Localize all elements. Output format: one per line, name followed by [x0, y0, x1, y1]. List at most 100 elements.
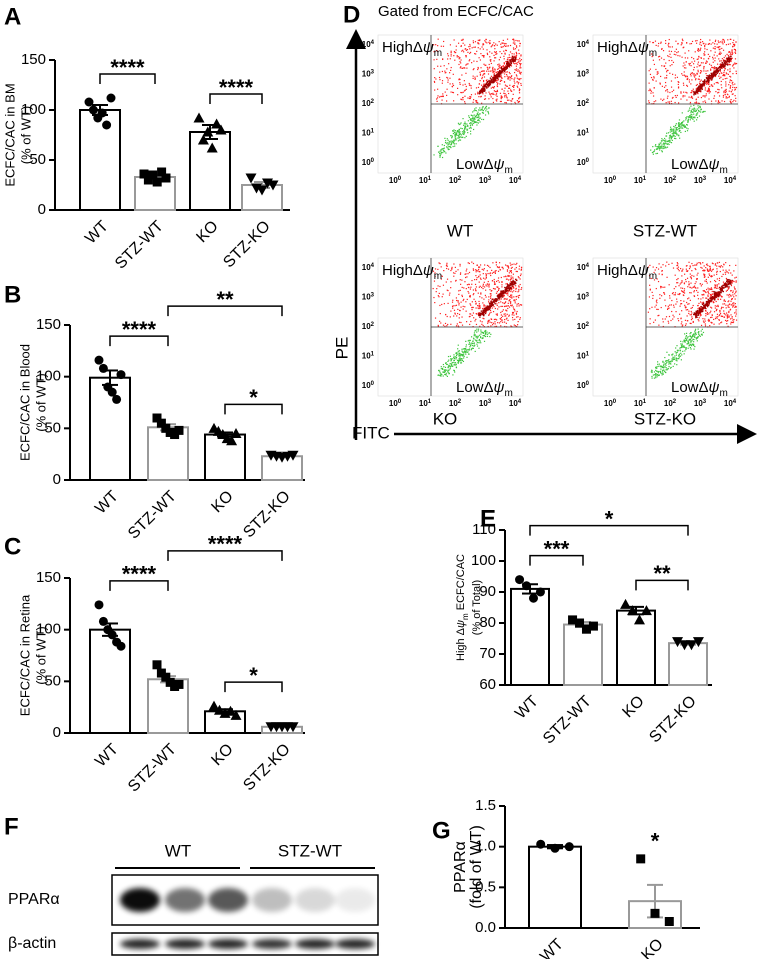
flow-dot: [690, 96, 692, 99]
flow-dot: [730, 55, 732, 58]
y-tick-label: 104: [362, 40, 375, 50]
flow-dot: [676, 262, 678, 264]
flow-dot: [690, 116, 692, 118]
flow-dot: [717, 295, 720, 298]
flow-dot: [500, 73, 502, 75]
flow-dot: [447, 148, 449, 150]
gate-label-part: ψ: [423, 39, 434, 56]
flow-dot: [461, 358, 463, 360]
flow-dot: [695, 78, 697, 80]
flow-dot: [710, 316, 712, 319]
flow-dot: [700, 314, 702, 316]
flow-dot: [693, 336, 696, 338]
flow-dot: [655, 366, 657, 368]
flow-dot: [719, 101, 721, 104]
flow-dot: [520, 288, 522, 291]
flow-dot: [716, 55, 718, 57]
flow-dot: [452, 130, 454, 133]
flow-dot: [716, 70, 718, 73]
flow-dot: [720, 52, 722, 54]
flow-dot: [721, 40, 723, 42]
flow-dot: [709, 295, 712, 297]
flow-dot: [723, 66, 726, 68]
flow-dot: [706, 304, 708, 306]
flow-dot: [455, 325, 458, 327]
flow-dot: [462, 354, 464, 356]
flow-dot: [732, 280, 734, 282]
flow-dot: [475, 323, 478, 326]
flow-dot: [500, 66, 503, 68]
flow-dot: [718, 66, 720, 69]
flow-dot: [459, 359, 461, 361]
flow-dot: [482, 273, 484, 275]
flow-dot: [715, 90, 717, 93]
flow-dot: [693, 286, 695, 288]
tick-exponent: 2: [673, 176, 677, 182]
flow-dot: [686, 85, 689, 87]
flow-dot: [507, 287, 510, 290]
flow-dot: [458, 128, 460, 131]
flow-dot: [733, 302, 735, 304]
flow-dot: [686, 84, 688, 87]
flow-dot: [520, 67, 522, 69]
flow-dot: [724, 78, 726, 80]
flow-dot: [489, 56, 491, 58]
flow-dot: [497, 277, 500, 279]
flow-dot: [697, 89, 700, 92]
flow-dot: [680, 299, 682, 302]
flow-dot: [506, 284, 509, 286]
flow-dot: [448, 294, 451, 296]
flow-dot: [692, 73, 694, 75]
flow-dot: [508, 62, 511, 64]
flow-dot: [681, 270, 683, 272]
flow-dot: [505, 94, 507, 96]
flow-dot: [698, 115, 701, 117]
flow-dot: [506, 60, 509, 63]
flow-dot: [713, 318, 715, 321]
flow-dot: [726, 59, 728, 62]
flow-dot: [704, 101, 707, 104]
flow-dot: [510, 100, 512, 102]
flow-dot: [696, 278, 698, 280]
flow-dot: [714, 297, 716, 299]
flow-dot: [727, 315, 729, 317]
flow-dot: [703, 42, 705, 44]
flow-dot: [493, 87, 495, 89]
tick-exponent: 2: [586, 99, 590, 105]
flow-dot: [723, 90, 725, 92]
flow-dot: [478, 347, 480, 349]
flow-dot: [667, 91, 669, 93]
flow-dot: [475, 302, 477, 304]
flow-dot: [495, 313, 497, 315]
flow-dot: [713, 66, 716, 68]
flow-dot: [488, 306, 490, 308]
data-point: [98, 616, 108, 626]
flow-dot: [664, 318, 666, 320]
data-point: [633, 614, 645, 625]
flow-dot: [690, 117, 692, 119]
flow-dot: [474, 344, 476, 346]
flow-dot: [506, 63, 508, 65]
flow-dot: [699, 105, 701, 107]
flow-dot: [727, 314, 729, 316]
flow-dot: [464, 347, 467, 350]
flow-dot: [657, 372, 659, 374]
flow-dot: [485, 309, 488, 312]
flow-dot: [454, 356, 456, 358]
flow-dot: [718, 279, 720, 282]
flow-dot: [446, 100, 448, 102]
flow-dot: [664, 299, 666, 301]
flow-dot: [447, 355, 450, 358]
flow-dot: [689, 292, 691, 294]
flow-dot: [516, 52, 518, 55]
flow-dot: [670, 319, 672, 322]
flow-dot: [490, 311, 492, 314]
flow-dot: [494, 90, 496, 93]
data-point: [664, 916, 674, 926]
flow-dot: [463, 90, 466, 92]
tick-base: 10: [479, 399, 488, 408]
flow-dot: [460, 45, 462, 47]
flow-dot: [443, 269, 445, 272]
flow-dot: [469, 95, 471, 98]
flow-dot: [690, 348, 692, 350]
